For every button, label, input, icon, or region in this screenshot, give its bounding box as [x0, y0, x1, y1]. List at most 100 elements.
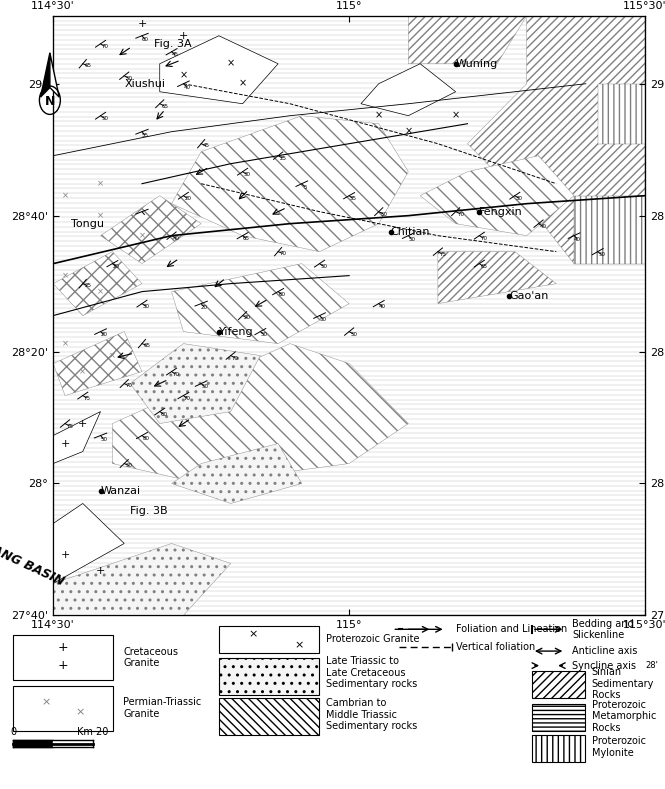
- Text: 25: 25: [279, 156, 287, 161]
- Text: Late Triassic to
Late Cretaceous
Sedimentary rocks: Late Triassic to Late Cretaceous Sedimen…: [326, 656, 417, 690]
- Text: 35: 35: [350, 196, 356, 201]
- Text: 30: 30: [143, 304, 150, 309]
- Polygon shape: [53, 503, 124, 583]
- Bar: [532, 704, 585, 731]
- Text: 40: 40: [379, 305, 386, 309]
- Text: 50: 50: [598, 252, 605, 257]
- Text: 70: 70: [480, 236, 487, 241]
- Text: +: +: [137, 19, 147, 28]
- Text: 70: 70: [126, 383, 133, 388]
- Polygon shape: [438, 252, 557, 304]
- Text: 30: 30: [243, 172, 251, 177]
- Text: 75: 75: [439, 252, 446, 256]
- Text: 50: 50: [321, 264, 327, 269]
- Text: 70: 70: [101, 44, 108, 49]
- Text: 40: 40: [184, 84, 190, 90]
- Text: ×: ×: [404, 127, 412, 136]
- Polygon shape: [172, 116, 408, 252]
- Text: 65: 65: [480, 264, 487, 269]
- Text: 20: 20: [100, 332, 108, 338]
- Text: Bedding and
Slickenline: Bedding and Slickenline: [572, 619, 634, 640]
- Text: Cambrian to
Middle Triassic
Sedimentary rocks: Cambrian to Middle Triassic Sedimentary …: [326, 698, 417, 731]
- Text: ×: ×: [97, 211, 104, 220]
- Polygon shape: [41, 53, 50, 97]
- Text: 70: 70: [232, 356, 239, 361]
- Text: 70: 70: [184, 396, 191, 402]
- Bar: [219, 698, 319, 735]
- Polygon shape: [100, 196, 201, 264]
- Polygon shape: [53, 252, 142, 316]
- Text: +: +: [58, 641, 68, 654]
- Text: Gao'an: Gao'an: [509, 290, 549, 301]
- Text: +: +: [61, 551, 70, 560]
- Text: Wuning: Wuning: [456, 58, 498, 69]
- Text: Vertical foliation: Vertical foliation: [456, 642, 535, 653]
- Text: ×: ×: [97, 179, 104, 189]
- Text: Cretaceous
Granite: Cretaceous Granite: [123, 647, 178, 668]
- Text: Yifeng: Yifeng: [219, 327, 253, 337]
- Text: 55: 55: [142, 133, 148, 138]
- Text: 50: 50: [126, 463, 133, 469]
- Polygon shape: [361, 64, 456, 116]
- Text: +: +: [58, 659, 68, 672]
- Text: ×: ×: [374, 110, 383, 121]
- Text: 50: 50: [101, 116, 108, 122]
- Text: 50: 50: [126, 76, 132, 81]
- Text: Permian-Triassic
Granite: Permian-Triassic Granite: [123, 697, 201, 719]
- Polygon shape: [130, 343, 261, 424]
- Text: ×: ×: [62, 191, 68, 200]
- Text: ×: ×: [42, 697, 51, 707]
- Text: ×: ×: [138, 231, 146, 240]
- Text: ×: ×: [180, 71, 188, 80]
- Text: Xiushui: Xiushui: [124, 79, 165, 88]
- Text: 60: 60: [160, 412, 168, 417]
- Text: Anticline axis: Anticline axis: [572, 646, 637, 656]
- Polygon shape: [53, 544, 231, 615]
- Text: ×: ×: [239, 79, 247, 88]
- Text: 20: 20: [113, 264, 120, 269]
- Text: 80: 80: [142, 436, 150, 441]
- Text: Proterozoic
Metamorphic
Rocks: Proterozoic Metamorphic Rocks: [592, 700, 656, 733]
- Text: 70: 70: [280, 251, 287, 256]
- Text: 50: 50: [100, 436, 107, 442]
- Polygon shape: [160, 36, 278, 103]
- Text: Foliation and Lineation: Foliation and Lineation: [456, 624, 567, 634]
- Bar: [532, 735, 585, 762]
- Text: Wanzai: Wanzai: [100, 487, 141, 496]
- Text: 40: 40: [574, 237, 581, 241]
- Text: 60: 60: [142, 37, 148, 42]
- Text: ×: ×: [75, 708, 84, 718]
- Text: 50: 50: [350, 331, 357, 337]
- Text: ×: ×: [109, 351, 116, 360]
- Text: 70: 70: [458, 211, 464, 216]
- Text: 65: 65: [84, 63, 92, 69]
- Text: 28': 28': [645, 661, 658, 670]
- Text: 5: 5: [303, 185, 307, 189]
- Bar: [219, 658, 319, 694]
- Polygon shape: [598, 84, 645, 144]
- Text: 75: 75: [84, 396, 90, 401]
- Text: 70: 70: [172, 372, 180, 377]
- Text: 20: 20: [184, 196, 192, 201]
- Polygon shape: [420, 155, 574, 236]
- Text: Fengxin: Fengxin: [479, 207, 523, 217]
- Text: ×: ×: [452, 110, 460, 121]
- Text: ×: ×: [295, 641, 304, 651]
- Text: 20: 20: [244, 316, 251, 320]
- Text: 50: 50: [408, 237, 416, 241]
- Text: 20: 20: [201, 305, 207, 310]
- Text: 75: 75: [66, 424, 73, 428]
- Text: PINGXIANG BASIN: PINGXIANG BASIN: [0, 523, 66, 588]
- Text: Sinian
Sedimentary
Rocks: Sinian Sedimentary Rocks: [592, 667, 654, 701]
- Text: N: N: [45, 95, 55, 108]
- Polygon shape: [53, 331, 142, 395]
- Text: Tongu: Tongu: [71, 219, 104, 229]
- Text: 40: 40: [540, 224, 547, 229]
- Polygon shape: [50, 53, 59, 97]
- Text: 45: 45: [203, 144, 210, 148]
- Text: Proterozoic Granite: Proterozoic Granite: [326, 634, 420, 645]
- Text: 50: 50: [261, 332, 268, 337]
- Bar: [13, 686, 113, 731]
- Text: +: +: [179, 31, 188, 41]
- Bar: [13, 634, 113, 680]
